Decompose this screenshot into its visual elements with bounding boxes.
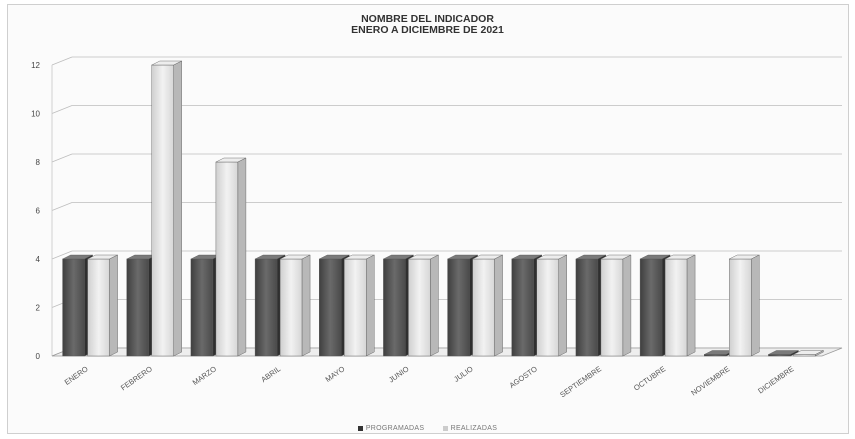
legend-item: REALIZADAS <box>442 425 498 432</box>
bar <box>279 254 311 357</box>
bar <box>729 254 760 357</box>
y-tick-label: 8 <box>36 158 41 167</box>
x-tick-label: SEPTIEMBRE <box>558 364 603 399</box>
x-tick-label: ENERO <box>63 364 90 387</box>
legend-label: REALIZADAS <box>450 425 498 432</box>
x-tick-label: NOVIEMBRE <box>689 364 731 397</box>
bar <box>472 254 503 357</box>
bar <box>87 254 118 357</box>
x-tick-label: MAYO <box>324 364 347 384</box>
x-tick-label: ABRIL <box>259 364 282 384</box>
chart-title: NOMBRE DEL INDICADOR <box>361 13 494 25</box>
y-tick-label: 10 <box>31 110 40 119</box>
gridline-depth <box>51 250 73 260</box>
chart-subtitle: ENERO A DICIEMBRE DE 2021 <box>351 24 504 36</box>
y-tick-label: 2 <box>36 304 41 313</box>
bar <box>408 254 439 357</box>
gridline-depth <box>51 202 73 211</box>
bar <box>536 254 567 357</box>
chart-frame <box>7 4 849 434</box>
gridline-depth <box>51 105 73 114</box>
legend-item: PROGRAMADAS <box>357 425 425 432</box>
bar <box>664 254 696 357</box>
bar <box>151 60 182 357</box>
bar <box>600 254 632 357</box>
gridline-depth <box>51 153 73 163</box>
bar <box>344 254 375 357</box>
x-tick-label: DICIEMBRE <box>756 364 795 395</box>
x-tick-label: JUNIO <box>387 364 411 384</box>
y-tick-label: 4 <box>36 255 41 264</box>
chart-legend: PROGRAMADAS REALIZADAS <box>0 425 855 432</box>
gridline-depth <box>51 56 73 66</box>
x-tick-label: MARZO <box>191 364 218 387</box>
x-tick-label: JULIO <box>452 364 475 384</box>
y-tick-label: 6 <box>36 207 41 216</box>
y-tick-label: 0 <box>36 352 41 361</box>
bar <box>215 157 247 357</box>
x-tick-label: FEBRERO <box>119 364 154 392</box>
x-tick-label: AGOSTO <box>508 364 539 390</box>
x-tick-label: OCTUBRE <box>632 364 667 392</box>
bar <box>793 350 824 357</box>
legend-label: PROGRAMADAS <box>365 425 425 432</box>
y-tick-label: 12 <box>31 61 40 70</box>
